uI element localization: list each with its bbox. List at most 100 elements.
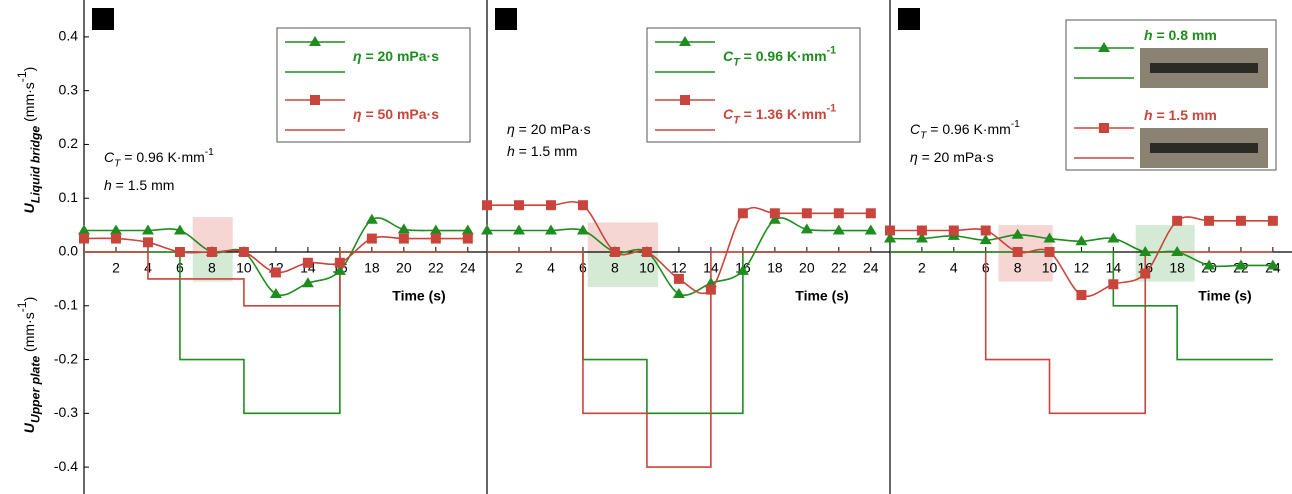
marker: [79, 233, 89, 244]
text-part: U: [21, 422, 37, 433]
y-axis-title: UUpper plate (mm·s-1): [15, 297, 43, 434]
marker: [1076, 290, 1087, 301]
text-part: = 20 mPa·s: [918, 149, 994, 165]
marker: [174, 247, 185, 257]
text-part: C: [723, 48, 734, 64]
y-tick-label: 0.4: [59, 28, 79, 44]
text-part: C: [910, 121, 921, 137]
marker: [832, 224, 845, 235]
x-tick-label: 24: [460, 260, 476, 276]
marker: [302, 257, 313, 268]
x-tick-label: 12: [671, 260, 687, 276]
y-tick-label: 0.1: [59, 189, 79, 205]
series-line: [890, 216, 1273, 298]
text-part: η: [507, 121, 515, 137]
panel-label: a: [99, 11, 107, 27]
marker: [333, 264, 346, 275]
marker: [1172, 215, 1183, 226]
annotation: η = 20 mPa·s: [507, 121, 591, 137]
legend-marker: [1098, 42, 1110, 52]
text-part: = 1.36 K·mm: [740, 106, 827, 122]
text-part: (mm·s: [21, 82, 37, 126]
text-part: h: [507, 143, 515, 159]
x-axis-title: Time (s): [795, 288, 848, 304]
y-tick-label: -0.2: [54, 350, 78, 366]
x-tick-label: 20: [396, 260, 412, 276]
marker: [768, 213, 781, 224]
legend-photo-detail: [1150, 63, 1258, 73]
y-tick-label: 0.2: [59, 135, 79, 151]
x-tick-label: 8: [208, 260, 216, 276]
text-part: = 1.5 mm: [515, 143, 578, 159]
legend-photo-detail: [1150, 143, 1258, 153]
x-tick-label: 20: [799, 260, 815, 276]
text-part: U: [21, 202, 37, 213]
x-tick-label: 18: [767, 260, 783, 276]
x-tick-label: 24: [863, 260, 879, 276]
x-tick-label: 8: [611, 260, 619, 276]
marker: [462, 233, 473, 244]
text-part: h: [1144, 107, 1153, 123]
y-tick-label: 0.0: [59, 243, 79, 259]
legend-marker: [680, 95, 690, 105]
marker: [173, 224, 186, 235]
marker: [1107, 232, 1120, 243]
marker: [141, 224, 154, 235]
marker: [429, 224, 442, 235]
highlight-region: [192, 217, 233, 252]
marker: [142, 237, 153, 248]
marker: [1043, 232, 1056, 243]
x-axis-title: Time (s): [1198, 288, 1251, 304]
legend-label: h = 0.8 mm: [1144, 27, 1217, 43]
x-tick-label: 2: [515, 260, 523, 276]
marker: [833, 208, 844, 219]
highlight-region: [587, 252, 659, 287]
marker: [948, 225, 959, 236]
marker: [545, 200, 556, 211]
x-tick-label: 12: [1074, 260, 1090, 276]
text-part: T: [114, 158, 121, 169]
text-part: = 20 mPa·s: [362, 48, 440, 64]
marker: [865, 208, 876, 219]
text-part: η: [353, 48, 362, 64]
text-part: h: [1144, 27, 1153, 43]
x-tick-label: 4: [547, 260, 555, 276]
x-tick-label: 22: [831, 260, 847, 276]
text-part: T: [920, 130, 927, 141]
marker: [1267, 215, 1278, 226]
step-line: [890, 251, 1273, 415]
legend-label: h = 1.5 mm: [1144, 107, 1217, 123]
text-part: ): [21, 297, 37, 302]
legend-box: [646, 27, 861, 143]
marker: [270, 267, 281, 278]
marker: [365, 213, 378, 224]
marker: [576, 224, 589, 235]
marker: [334, 257, 345, 268]
marker: [1171, 246, 1184, 256]
marker: [673, 273, 684, 284]
x-tick-label: 2: [112, 260, 120, 276]
marker: [1266, 259, 1279, 270]
marker: [1011, 228, 1024, 239]
marker: [78, 224, 90, 235]
marker: [800, 223, 813, 234]
step-line: [487, 251, 871, 468]
text-part: = 20 mPa·s: [515, 121, 591, 137]
marker: [269, 287, 282, 298]
text-part: = 0.96 K·mm: [926, 121, 1010, 137]
text-part: -1: [827, 44, 837, 56]
marker: [884, 232, 896, 243]
text-part: -1: [827, 102, 837, 114]
marker: [577, 200, 588, 211]
text-part: -1: [15, 301, 29, 312]
marker: [1075, 235, 1088, 246]
text-part: C: [104, 149, 115, 165]
annotation: h = 1.5 mm: [104, 177, 174, 193]
x-tick-label: 10: [1042, 260, 1058, 276]
marker: [915, 232, 928, 243]
marker: [672, 287, 685, 298]
marker: [398, 233, 409, 244]
marker: [1234, 259, 1247, 270]
text-part: Upper plate: [29, 356, 43, 423]
marker: [1108, 279, 1119, 290]
